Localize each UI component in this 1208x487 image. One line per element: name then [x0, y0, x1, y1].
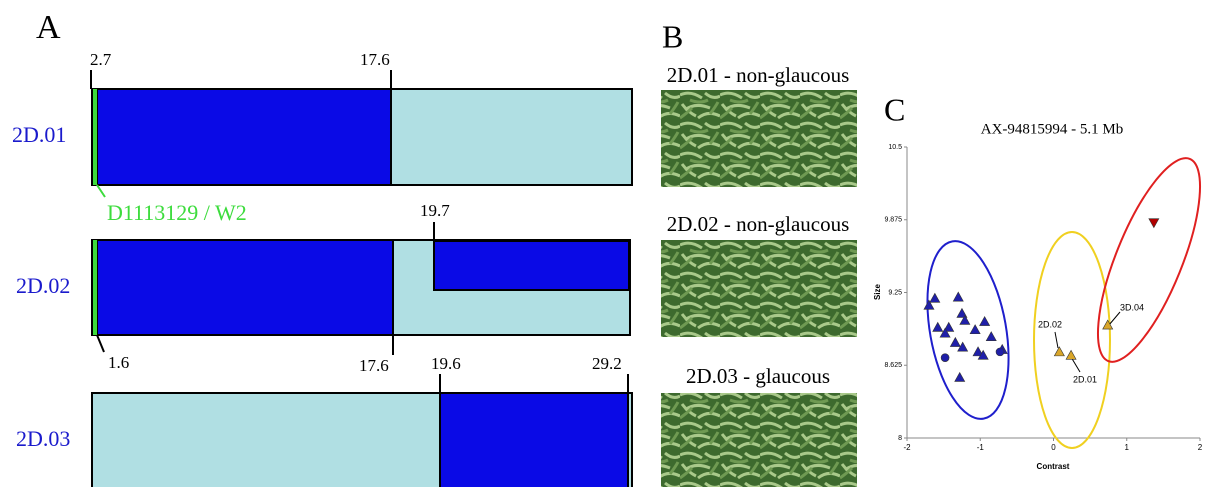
photo [661, 90, 857, 187]
x-axis-label: Contrast [1037, 462, 1070, 471]
point [956, 307, 968, 318]
x-tick-label: 2 [1198, 443, 1203, 452]
caption: 2D.02 - non-glaucous [667, 212, 850, 236]
y-tick-label: 8.625 [884, 362, 902, 369]
row-2d03 [91, 374, 633, 487]
row-name: 2D.02 [16, 273, 70, 298]
point [929, 292, 941, 303]
point [952, 291, 964, 302]
x-tick-label: 0 [1051, 443, 1056, 452]
cluster [926, 240, 1010, 420]
point [957, 341, 969, 352]
y-tick-label: 10.5 [888, 144, 902, 151]
panel-label: A [36, 9, 61, 46]
position: 17.6 [359, 356, 389, 375]
point [959, 314, 971, 325]
point [954, 371, 966, 382]
y-tick-label: 8 [898, 435, 902, 442]
position: 19.6 [431, 354, 461, 373]
segment [439, 392, 629, 487]
point [995, 347, 1005, 357]
cluster [1096, 157, 1202, 363]
row-name: 2D.01 [12, 122, 66, 147]
photo [661, 240, 857, 337]
point [1053, 346, 1065, 357]
photo [661, 393, 857, 487]
y-tick-label: 9.875 [884, 217, 902, 224]
y-axis-label: Size [873, 283, 882, 300]
x-tick-label: -2 [903, 443, 911, 452]
annotation: 2D.02 [1038, 319, 1062, 329]
marker-line [93, 240, 97, 335]
point [969, 324, 981, 335]
row-2d02 [91, 222, 631, 355]
caption: 2D.01 - non-glaucous [667, 63, 850, 87]
segment [96, 239, 394, 336]
tick [96, 334, 105, 353]
leader [96, 184, 106, 198]
point [985, 331, 997, 342]
marker-line [93, 89, 97, 185]
point [943, 321, 955, 332]
point [977, 349, 989, 360]
point [972, 346, 984, 357]
position: 2.7 [90, 50, 112, 69]
cluster [1033, 231, 1111, 449]
position: 1.6 [108, 353, 129, 372]
x-tick-label: 1 [1125, 443, 1130, 452]
row-2d01 [90, 70, 633, 198]
point [1148, 218, 1160, 229]
y-tick-label: 9.25 [888, 289, 902, 296]
point [939, 327, 951, 338]
row-name: 2D.03 [16, 426, 70, 451]
point [932, 321, 944, 332]
panel-label: C [884, 91, 905, 127]
point [923, 299, 935, 310]
segment [96, 88, 392, 186]
annotation: 3D.04 [1120, 302, 1144, 312]
point [949, 336, 961, 347]
point [1102, 319, 1114, 330]
point [940, 353, 950, 362]
position: 19.7 [420, 201, 450, 220]
annotation: 2D.01 [1073, 374, 1097, 384]
position: 17.6 [360, 50, 390, 69]
point [1065, 349, 1077, 360]
position: 29.2 [592, 354, 622, 373]
chart-title: AX-94815994 - 5.1 Mb [981, 121, 1124, 137]
x-tick-label: -1 [977, 443, 985, 452]
caption: 2D.03 - glaucous [686, 364, 830, 388]
segment [433, 240, 630, 291]
panel-label: B [662, 18, 683, 54]
point [979, 315, 991, 326]
marker-label: D1113129 / W2 [107, 200, 247, 225]
